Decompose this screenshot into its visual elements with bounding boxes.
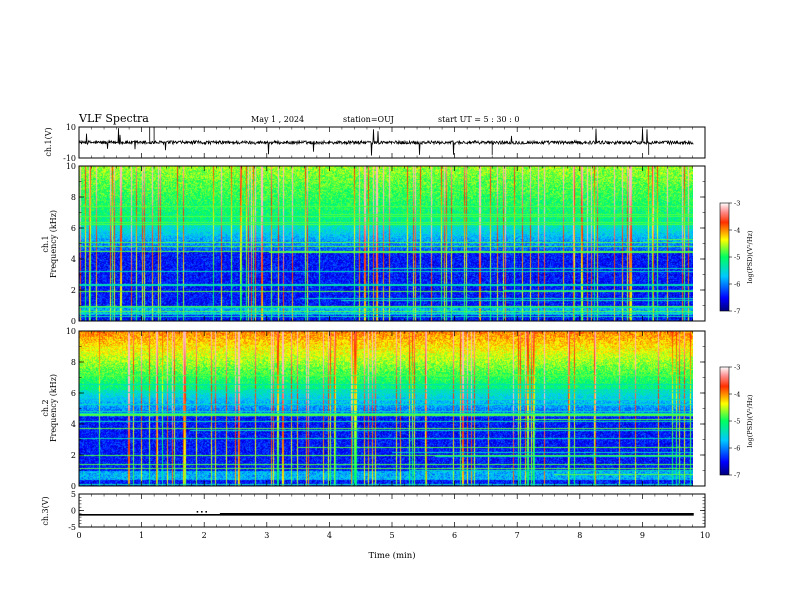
y-tick-label: 10	[66, 327, 76, 336]
y-tick-label: 6	[71, 389, 76, 398]
ch2-colorbar-label: log(PSD)(V²/Hz)	[746, 394, 754, 447]
ch1-frequency-label: Frequency (kHz)	[49, 210, 58, 278]
y-tick-label: 0	[71, 482, 76, 491]
x-tick-label: 4	[327, 531, 332, 540]
station-label: station=OUJ	[343, 115, 394, 124]
ch1-spectrogram-y-ticks: 0 2 4 6 8 10	[66, 162, 705, 326]
chart-title: VLF Spectra	[78, 112, 149, 125]
y-tick-label: 6	[71, 224, 76, 233]
ch2-colorbar	[719, 366, 730, 476]
y-tick-label: 4	[71, 255, 76, 264]
x-tick-label: 2	[202, 531, 207, 540]
y-tick-label: 8	[71, 193, 76, 202]
colorbar-tick-label: -6	[734, 445, 740, 453]
ch1-colorbar	[719, 202, 730, 312]
time-axis: 0 1 2 3 4 5 6 7 8 9 10	[76, 127, 710, 540]
x-tick-label: 8	[577, 531, 582, 540]
y-tick-label: 0	[71, 507, 76, 516]
y-tick-label: 10	[66, 123, 76, 132]
y-tick-label: 4	[71, 420, 76, 429]
ch2-spectrogram-y-ticks: 0 2 4 6 8 10	[66, 327, 705, 491]
ch1-waveform-trace	[78, 127, 694, 156]
colorbar-tick-label: -5	[734, 418, 740, 426]
colorbar-tick-label: -3	[734, 200, 740, 208]
colorbar-tick-label: -4	[734, 227, 740, 235]
ch3-waveform-panel: 5 0 -5 ch.3(V)	[41, 490, 706, 532]
ch3-y-ticks: 5 0 -5	[68, 490, 705, 532]
ch1-y-ticks: 10 -10	[63, 123, 705, 163]
x-tick-label: 7	[515, 531, 520, 540]
x-tick-label: 6	[452, 531, 457, 540]
colorbar-tick-label: -6	[734, 281, 740, 289]
colorbar-tick-label: -7	[734, 472, 740, 480]
colorbar-tick-label: -4	[734, 391, 740, 399]
x-tick-label: 5	[389, 531, 394, 540]
date-label: May 1 , 2024	[251, 115, 304, 124]
x-tick-label: 10	[700, 531, 710, 540]
ch1-colorbar-ticks: -3 -4 -5 -6 -7	[729, 200, 740, 316]
y-tick-label: 2	[71, 286, 76, 295]
ch1-colorbar-label: log(PSD)(V²/Hz)	[746, 230, 754, 283]
time-axis-label: Time (min)	[368, 550, 415, 561]
y-tick-label: -5	[68, 523, 76, 532]
start-time-label: start UT = 5 : 30 : 0	[438, 115, 519, 124]
y-tick-label: 5	[71, 490, 76, 499]
y-tick-label: 2	[71, 451, 76, 460]
y-tick-label: -10	[63, 154, 76, 163]
ch2-frequency-label: Frequency (kHz)	[49, 374, 58, 442]
colorbar-tick-label: -5	[734, 254, 740, 262]
ch2-colorbar-ticks: -3 -4 -5 -6 -7	[729, 364, 740, 480]
colorbar-tick-label: -7	[734, 308, 740, 316]
ch2-channel-label: ch.2	[41, 399, 50, 416]
ch3-waveform-ylabel: ch.3(V)	[41, 496, 50, 525]
ch1-waveform-panel: 10 -10 ch.1(V)	[44, 123, 706, 163]
colorbar-tick-label: -3	[734, 364, 740, 372]
x-tick-label: 1	[139, 531, 144, 540]
x-tick-label: 3	[264, 531, 269, 540]
ch3-waveform-trace	[79, 510, 694, 516]
y-tick-label: 10	[66, 162, 76, 171]
ch1-waveform-ylabel: ch.1(V)	[44, 127, 53, 156]
x-tick-label: 0	[76, 531, 81, 540]
ch2-spectrogram-image	[79, 331, 693, 486]
y-tick-label: 8	[71, 358, 76, 367]
ch1-channel-label: ch.1	[41, 235, 50, 252]
ch1-spectrogram-image	[79, 166, 693, 321]
x-tick-label: 9	[640, 531, 645, 540]
y-tick-label: 0	[71, 317, 76, 326]
